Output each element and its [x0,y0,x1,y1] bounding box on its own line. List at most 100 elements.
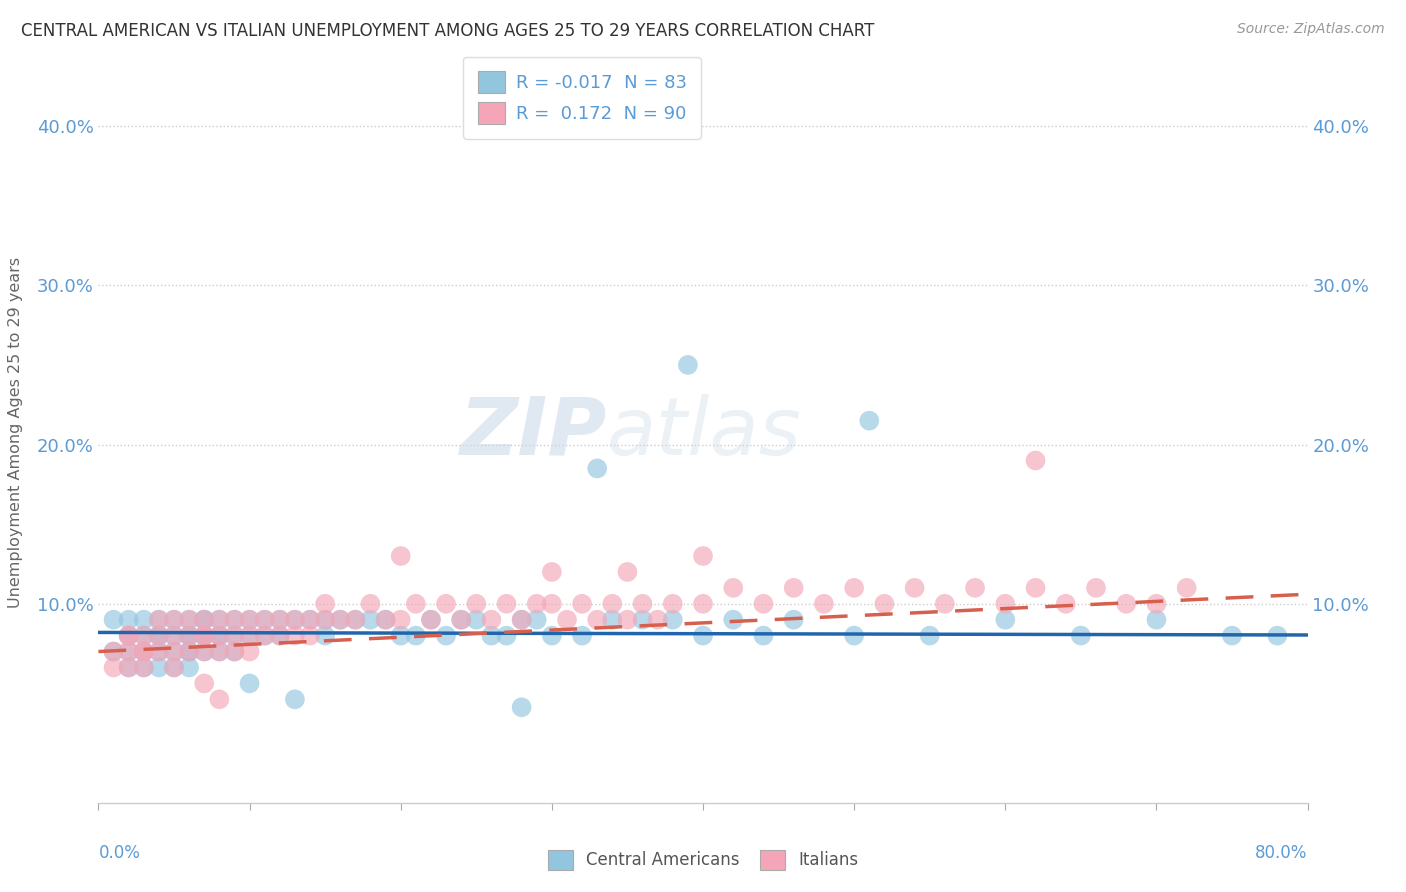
Point [239,613,262,627]
Point [405,629,427,643]
Point [179,629,201,643]
Point [118,644,141,658]
Point [616,565,638,579]
Point [1024,581,1046,595]
Point [299,613,322,627]
Point [873,597,896,611]
Point [284,613,307,627]
Point [163,613,186,627]
Point [299,629,322,643]
Point [692,549,714,563]
Point [314,597,336,611]
Point [208,644,231,658]
Point [132,660,155,674]
Point [965,581,987,595]
Point [208,629,231,643]
Point [374,613,396,627]
Point [103,644,125,658]
Point [148,629,170,643]
Point [208,692,231,706]
Point [224,644,246,658]
Point [1220,629,1243,643]
Point [179,644,201,658]
Point [163,629,186,643]
Point [329,613,352,627]
Point [329,613,352,627]
Point [132,644,155,658]
Point [239,644,262,658]
Point [314,613,336,627]
Point [118,629,141,643]
Point [510,613,533,627]
Point [692,597,714,611]
Point [783,613,806,627]
Point [389,549,412,563]
Point [1024,453,1046,467]
Point [344,613,367,627]
Point [813,597,835,611]
Point [224,613,246,627]
Text: 0.0%: 0.0% [98,844,141,862]
Point [163,644,186,658]
Point [1175,581,1198,595]
Point [239,676,262,690]
Point [253,613,276,627]
Point [586,461,609,475]
Point [148,613,170,627]
Point [510,700,533,714]
Point [434,629,457,643]
Point [526,597,548,611]
Point [118,644,141,658]
Point [269,629,291,643]
Point [239,629,262,643]
Text: Source: ZipAtlas.com: Source: ZipAtlas.com [1237,22,1385,37]
Point [193,676,215,690]
Legend: Central Americans, Italians: Central Americans, Italians [541,843,865,877]
Point [314,629,336,643]
Point [269,629,291,643]
Point [253,613,276,627]
Point [994,613,1017,627]
Point [148,613,170,627]
Point [193,629,215,643]
Point [994,597,1017,611]
Point [208,629,231,643]
Point [450,613,472,627]
Point [284,692,307,706]
Point [602,613,624,627]
Point [208,613,231,627]
Point [420,613,443,627]
Point [723,581,745,595]
Point [540,629,562,643]
Point [148,629,170,643]
Point [1144,597,1167,611]
Point [208,644,231,658]
Point [602,597,624,611]
Point [224,629,246,643]
Point [631,613,654,627]
Point [193,629,215,643]
Point [132,644,155,658]
Point [510,613,533,627]
Point [555,613,578,627]
Point [193,644,215,658]
Point [1085,581,1108,595]
Point [465,597,488,611]
Point [571,629,593,643]
Point [132,660,155,674]
Point [224,629,246,643]
Point [904,581,927,595]
Point [163,660,186,674]
Legend: R = -0.017  N = 83, R =  0.172  N = 90: R = -0.017 N = 83, R = 0.172 N = 90 [463,57,702,138]
Point [465,613,488,627]
Point [179,613,201,627]
Point [1267,629,1289,643]
Point [918,629,941,643]
Point [193,629,215,643]
Point [179,644,201,658]
Point [481,613,503,627]
Point [723,613,745,627]
Point [405,597,427,611]
Point [132,629,155,643]
Text: atlas: atlas [606,393,801,472]
